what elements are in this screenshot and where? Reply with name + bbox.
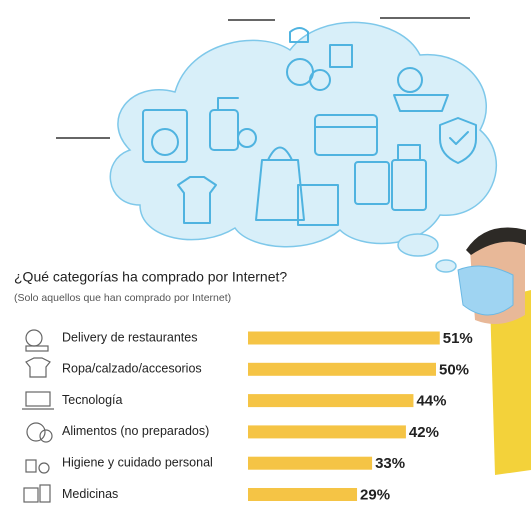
illustration: [56, 18, 496, 272]
bar: [248, 425, 406, 438]
category-label: Ropa/calzado/accesorios: [62, 362, 202, 376]
bar: [248, 488, 357, 501]
bar: [248, 457, 372, 470]
person: [458, 228, 531, 476]
chart: ¿Qué categorías ha comprado por Internet…: [0, 0, 531, 510]
category-label: Higiene y cuidado personal: [62, 455, 213, 469]
category-label: Alimentos (no preparados): [62, 424, 209, 438]
chart-subtitle: (Solo aquellos que han comprado por Inte…: [14, 292, 231, 304]
value-label: 50%: [439, 361, 469, 378]
bar: [248, 332, 440, 345]
category-label: Tecnología: [62, 393, 123, 407]
category-icons: [22, 330, 54, 502]
category-label: Medicinas: [62, 487, 118, 501]
bar: [248, 363, 436, 376]
value-label: 33%: [375, 455, 405, 472]
category-label: Delivery de restaurantes: [62, 330, 197, 344]
value-label: 29%: [360, 486, 390, 503]
value-label: 51%: [443, 330, 473, 347]
value-label: 42%: [409, 424, 439, 441]
value-label: 44%: [416, 393, 446, 410]
bar: [248, 394, 413, 407]
chart-title: ¿Qué categorías ha comprado por Internet…: [14, 269, 287, 285]
